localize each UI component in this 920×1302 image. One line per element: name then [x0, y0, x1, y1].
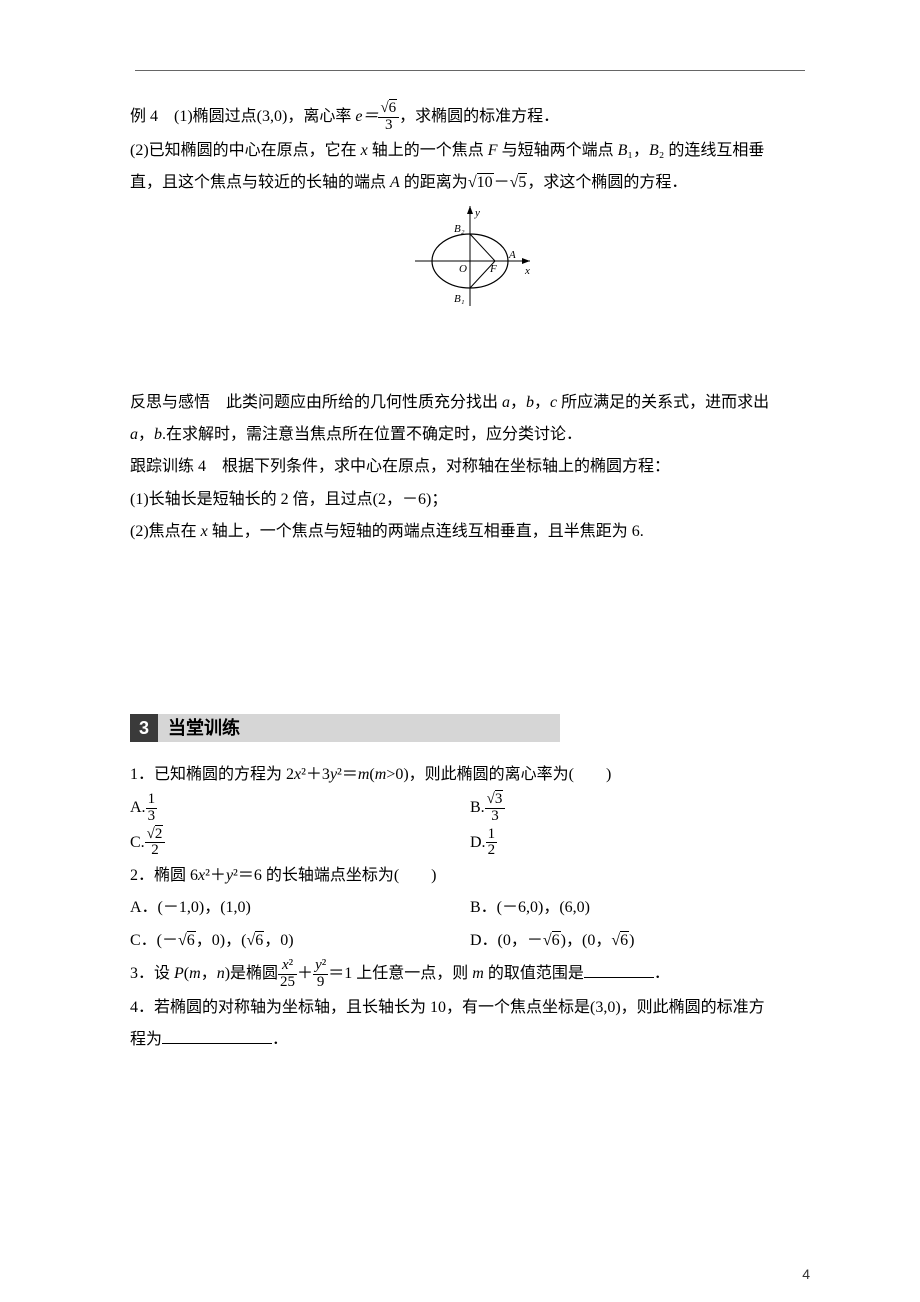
- q2-opt-b: B．(－6,0)，(6,0): [470, 893, 810, 923]
- q1-opt-d: D.12: [470, 827, 810, 860]
- example-4-part1: 例 4 (1)椭圆过点(3,0)，离心率 e＝63，求椭圆的标准方程．: [130, 101, 810, 134]
- ex4-2b-suffix: ，求这个椭圆的方程．: [527, 174, 687, 191]
- q3: 3．设 P(m，n)是椭圆x²25＋y²9＝1 上任意一点，则 m 的取值范围是…: [130, 958, 810, 991]
- top-rule: [135, 70, 805, 71]
- q2-row1: A．(－1,0)，(1,0) B．(－6,0)，(6,0): [130, 893, 810, 925]
- q2-opt-d: D．(0，－6)，(0，6): [470, 926, 810, 956]
- q1-stem: 1．已知椭圆的方程为 2x²＋3y²＝m(m>0)，则此椭圆的离心率为( ): [130, 760, 810, 790]
- ex4-sqrt: 6: [380, 101, 397, 117]
- svg-text:B₂: B₂: [454, 223, 465, 235]
- reflect-line1: 反思与感悟 此类问题应由所给的几何性质充分找出 a，b，c 所应满足的关系式，进…: [130, 388, 810, 418]
- section-title: 当堂训练: [168, 711, 240, 745]
- sqrt5-icon: 5: [510, 168, 528, 198]
- section-3-header: 3 当堂训练: [130, 714, 560, 742]
- svg-text:O: O: [459, 263, 467, 275]
- q2-stem: 2．椭圆 6x²＋y²＝6 的长轴端点坐标为( ): [130, 861, 810, 891]
- ex4-tail: ，求椭圆的标准方程．: [399, 108, 559, 125]
- svg-text:A: A: [508, 249, 516, 261]
- trace4-2: (2)焦点在 x 轴上，一个焦点与短轴的两端点连线互相垂直，且半焦距为 6.: [130, 517, 810, 547]
- q4-line2: 程为．: [130, 1025, 810, 1055]
- q3-blank: [584, 962, 654, 978]
- q2-opt-c: C．(－6，0)，(6，0): [130, 926, 470, 956]
- example-4-part2-line2: 直，且这个焦点与较近的长轴的端点 A 的距离为10－5，求这个椭圆的方程．: [130, 168, 810, 198]
- q1-opt-a: A.13: [130, 792, 470, 825]
- page-number: 4: [802, 1266, 810, 1282]
- example-4-part2-line1: (2)已知椭圆的中心在原点，它在 x 轴上的一个焦点 F 与短轴两个端点 B₁，…: [130, 136, 810, 166]
- svg-text:y: y: [474, 207, 480, 219]
- trace4: 跟踪训练 4 根据下列条件，求中心在原点，对称轴在坐标轴上的椭圆方程：: [130, 452, 810, 482]
- blank-area: [130, 550, 810, 700]
- q1-opt-b: B.33: [470, 792, 810, 825]
- svg-text:F: F: [489, 263, 497, 275]
- ex4-lead: 例 4 (1)椭圆过点(3,0)，离心率: [130, 108, 355, 125]
- q1-row1: A.13 B.33: [130, 792, 810, 827]
- ex4-e: e＝: [355, 108, 378, 125]
- sqrt10-icon: 10: [468, 168, 494, 198]
- page: 例 4 (1)椭圆过点(3,0)，离心率 e＝63，求椭圆的标准方程． (2)已…: [0, 0, 920, 1097]
- ex4-2a: (2)已知椭圆的中心在原点，它在 x 轴上的一个焦点 F 与短轴两个端点 B₁，…: [130, 142, 764, 159]
- q2-row2: C．(－6，0)，(6，0) D．(0，－6)，(0，6): [130, 926, 810, 958]
- reflect-line2: a，b.在求解时，需注意当焦点所在位置不确定时，应分类讨论．: [130, 420, 810, 450]
- q4-blank: [162, 1028, 272, 1044]
- q1-row2: C.22 D.12: [130, 827, 810, 862]
- q1-opt-c: C.22: [130, 827, 470, 860]
- spacer: [130, 354, 810, 388]
- svg-text:B₁: B₁: [454, 293, 465, 305]
- ex4-2b-prefix: 直，且这个焦点与较近的长轴的端点 A 的距离为: [130, 174, 468, 191]
- minus: －: [494, 174, 510, 191]
- ex4-den: 3: [378, 117, 399, 134]
- section-number: 3: [130, 714, 158, 742]
- q4-line1: 4．若椭圆的对称轴为坐标轴，且长轴长为 10，有一个焦点坐标是(3,0)，则此椭…: [130, 993, 810, 1023]
- ex4-frac: 63: [378, 101, 399, 134]
- ellipse-diagram: y x B₂ B₁ O F A: [130, 206, 810, 327]
- svg-text:x: x: [524, 265, 530, 277]
- trace4-1: (1)长轴长是短轴长的 2 倍，且过点(2，－6)；: [130, 485, 810, 515]
- q2-opt-a: A．(－1,0)，(1,0): [130, 893, 470, 923]
